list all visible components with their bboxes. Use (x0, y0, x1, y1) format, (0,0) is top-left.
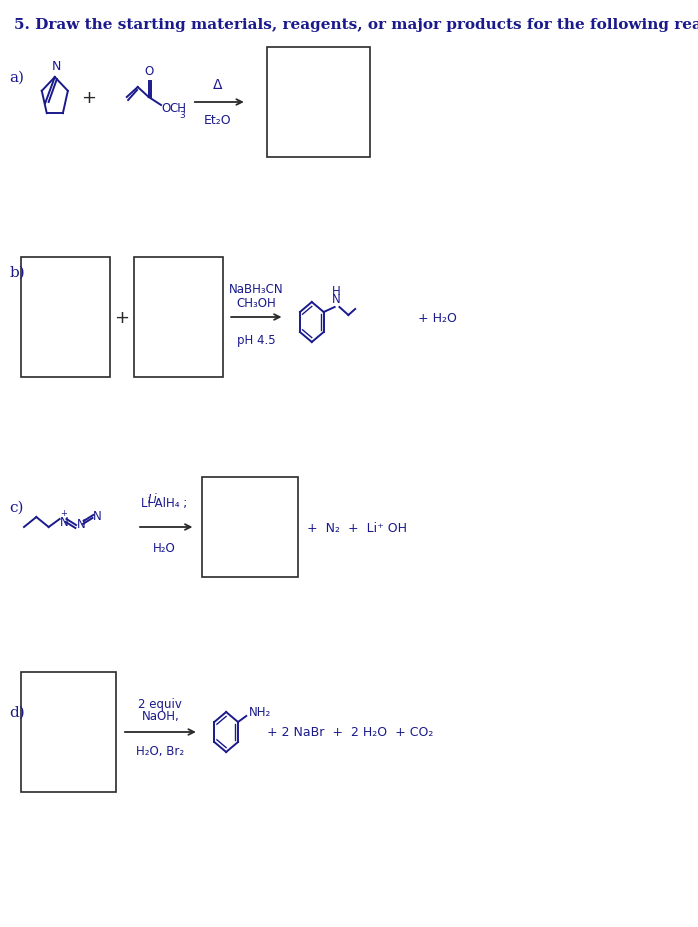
Text: +  N₂  +  Li⁺ OH: + N₂ + Li⁺ OH (307, 521, 407, 534)
Text: Et₂O: Et₂O (204, 114, 232, 127)
Text: N: N (332, 293, 341, 306)
Bar (133, 258, 223, 377)
Text: NH₂: NH₂ (249, 705, 272, 718)
Text: Δ: Δ (213, 78, 223, 92)
Text: Li: Li (147, 492, 157, 505)
Text: 5. Draw the starting materials, reagents, or major products for the following re: 5. Draw the starting materials, reagents… (14, 18, 698, 32)
Text: + 2 NaBr  +  2 H₂O  + CO₂: + 2 NaBr + 2 H₂O + CO₂ (267, 726, 433, 739)
Text: + H₂O: + H₂O (418, 311, 457, 324)
Text: N: N (60, 516, 69, 529)
Bar (267, 48, 370, 158)
Text: a): a) (10, 71, 24, 85)
Text: O: O (162, 101, 171, 114)
Text: b): b) (10, 266, 25, 280)
Bar (20, 258, 110, 377)
Text: pH 4.5: pH 4.5 (237, 334, 276, 347)
Text: Li AlH₄ ;: Li AlH₄ ; (141, 497, 188, 510)
Text: NaBH₃CN: NaBH₃CN (229, 283, 283, 296)
Text: O: O (144, 65, 154, 78)
Text: NaOH,: NaOH, (142, 709, 179, 722)
Text: H₂O: H₂O (153, 541, 176, 554)
Text: N: N (77, 518, 85, 531)
Text: d): d) (10, 705, 25, 719)
Text: c): c) (10, 501, 24, 514)
Bar (202, 477, 298, 578)
Text: H: H (332, 285, 341, 298)
Text: 2 equiv: 2 equiv (138, 697, 182, 710)
Text: CH: CH (169, 101, 186, 114)
Text: 3: 3 (179, 110, 185, 120)
Text: H₂O, Br₂: H₂O, Br₂ (136, 744, 184, 757)
Text: CH₃OH: CH₃OH (237, 297, 276, 310)
Text: +: + (82, 89, 96, 107)
Bar (20, 672, 117, 793)
Text: +: + (114, 309, 130, 326)
Text: +: + (60, 508, 67, 517)
Text: N: N (52, 60, 61, 73)
Text: N: N (94, 510, 102, 523)
